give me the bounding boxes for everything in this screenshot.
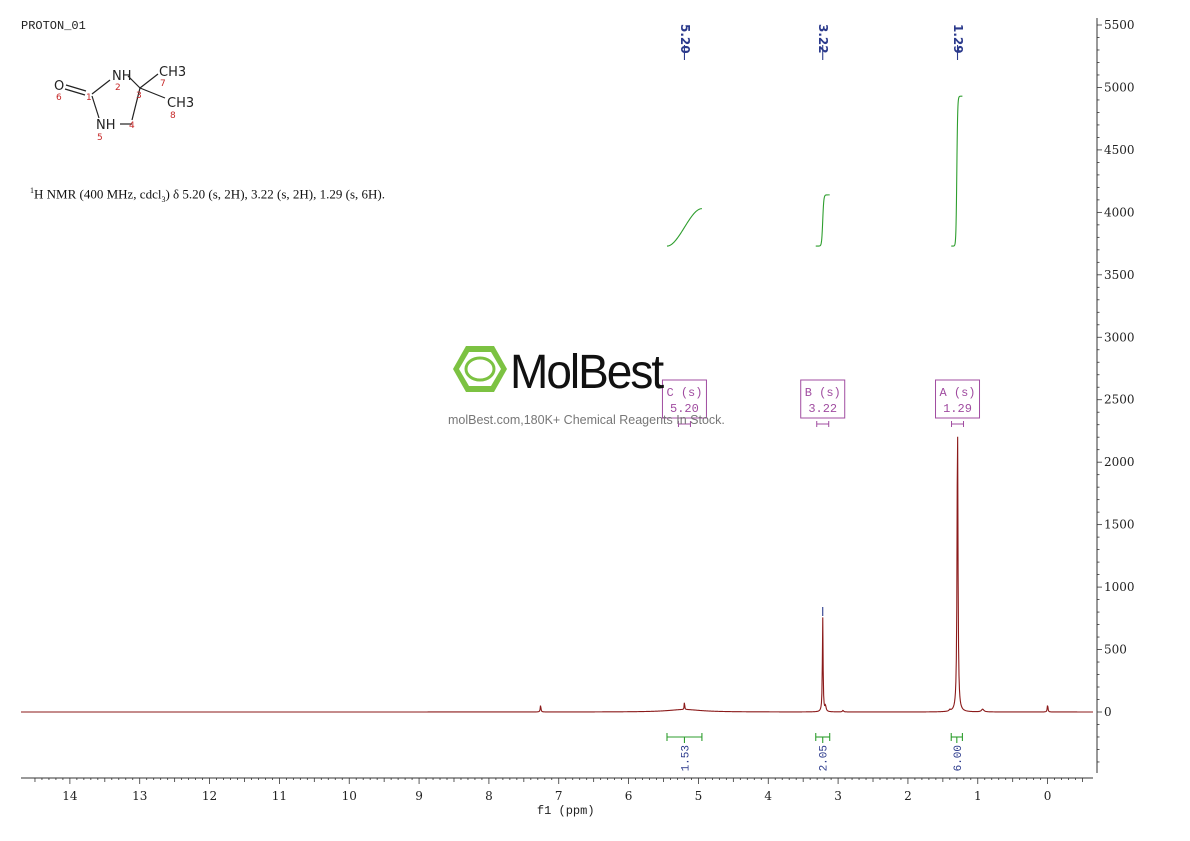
molbest-watermark: MolBest molBest.com,180K+ Chemical Reage… bbox=[448, 342, 752, 442]
y-tick-label: 5500 bbox=[1104, 18, 1135, 32]
y-tick-label: 0 bbox=[1104, 705, 1112, 719]
x-tick-label: 14 bbox=[62, 789, 78, 803]
x-tick-label: 5 bbox=[695, 789, 703, 803]
multiplet-shift: 3.22 bbox=[808, 402, 837, 416]
peak-label: 1.29 bbox=[951, 24, 965, 54]
nmr-summary-suffix: ) δ 5.20 (s, 2H), 3.22 (s, 2H), 1.29 (s,… bbox=[165, 186, 385, 202]
multiplet-label: C (s) bbox=[666, 386, 702, 400]
x-tick-label: 11 bbox=[272, 789, 287, 803]
multiplet-box bbox=[661, 379, 707, 419]
peak-label: 5.20 bbox=[678, 24, 692, 54]
atom-number-3: 3 bbox=[136, 91, 142, 101]
y-tick-label: 1000 bbox=[1104, 580, 1135, 594]
integral-curve bbox=[815, 194, 830, 247]
molbest-brand: MolBest bbox=[510, 343, 664, 399]
y-tick-label: 2000 bbox=[1104, 455, 1135, 469]
x-tick-label: 1 bbox=[974, 789, 982, 803]
integral-value: 1.53 bbox=[680, 745, 692, 771]
multiplet-label: B (s) bbox=[805, 386, 841, 400]
experiment-name: PROTON_01 bbox=[21, 19, 86, 33]
x-tick-label: 3 bbox=[834, 789, 842, 803]
atom-number-5: 5 bbox=[97, 133, 103, 143]
x-tick-label: 13 bbox=[132, 789, 147, 803]
integral-curve bbox=[666, 208, 702, 247]
nmr-nucleus-superscript: 1 bbox=[30, 186, 34, 195]
x-tick-label: 2 bbox=[904, 789, 912, 803]
nmr-summary: 1H NMR (400 MHz, cdcl3) δ 5.20 (s, 2H), … bbox=[30, 186, 385, 204]
atom-number-6: 6 bbox=[56, 93, 62, 103]
x-tick-label: 6 bbox=[625, 789, 633, 803]
atom-number-8: 8 bbox=[170, 111, 176, 121]
nmr-solvent-subscript: 3 bbox=[161, 194, 166, 204]
integral-curve bbox=[951, 95, 963, 247]
integral-value: 2.05 bbox=[819, 745, 831, 771]
integral-value: 6.00 bbox=[953, 745, 965, 771]
x-tick-label: 10 bbox=[342, 789, 357, 803]
atom-number-1: 1 bbox=[86, 93, 92, 103]
atom-nh-top: NH bbox=[112, 69, 132, 84]
y-tick-label: 500 bbox=[1104, 643, 1127, 657]
x-tick-label: 12 bbox=[202, 789, 217, 803]
nmr-summary-prefix: H NMR (400 MHz, cdcl bbox=[34, 186, 162, 202]
atom-number-4: 4 bbox=[129, 121, 135, 131]
multiplet-box bbox=[935, 379, 981, 419]
atom-ch3-top: CH3 bbox=[159, 65, 186, 80]
x-tick-label: 4 bbox=[764, 789, 772, 803]
chemical-structure: O NH NH CH3 CH3 1 2 3 4 5 6 7 8 bbox=[54, 65, 194, 143]
x-tick-label: 0 bbox=[1044, 789, 1052, 803]
x-tick-label: 8 bbox=[485, 789, 493, 803]
molbest-tagline: molBest.com,180K+ Chemical Reagents In S… bbox=[448, 413, 725, 427]
atom-number-7: 7 bbox=[160, 79, 166, 89]
atom-number-2: 2 bbox=[115, 83, 121, 93]
multiplet-label: A (s) bbox=[940, 386, 976, 400]
atom-ch3-right: CH3 bbox=[167, 96, 194, 111]
y-tick-label: 2500 bbox=[1104, 393, 1135, 407]
benzene-logo-icon bbox=[453, 346, 507, 392]
x-tick-label: 7 bbox=[555, 789, 563, 803]
y-tick-label: 5000 bbox=[1104, 80, 1135, 94]
peak-label: 3.22 bbox=[816, 24, 830, 54]
multiplet-shift: 1.29 bbox=[943, 402, 972, 416]
x-axis-label: f1 (ppm) bbox=[537, 804, 595, 818]
atom-nh-bottom: NH bbox=[96, 118, 116, 133]
y-tick-label: 4500 bbox=[1104, 143, 1135, 157]
multiplet-shift: 5.20 bbox=[670, 402, 699, 416]
y-tick-label: 4000 bbox=[1104, 205, 1135, 219]
y-tick-label: 1500 bbox=[1104, 518, 1135, 532]
y-tick-label: 3500 bbox=[1104, 268, 1135, 282]
atom-oxygen: O bbox=[54, 79, 64, 94]
y-tick-label: 3000 bbox=[1104, 330, 1135, 344]
x-tick-label: 9 bbox=[415, 789, 423, 803]
spectrum-line bbox=[21, 436, 1093, 713]
multiplet-box bbox=[800, 379, 846, 419]
